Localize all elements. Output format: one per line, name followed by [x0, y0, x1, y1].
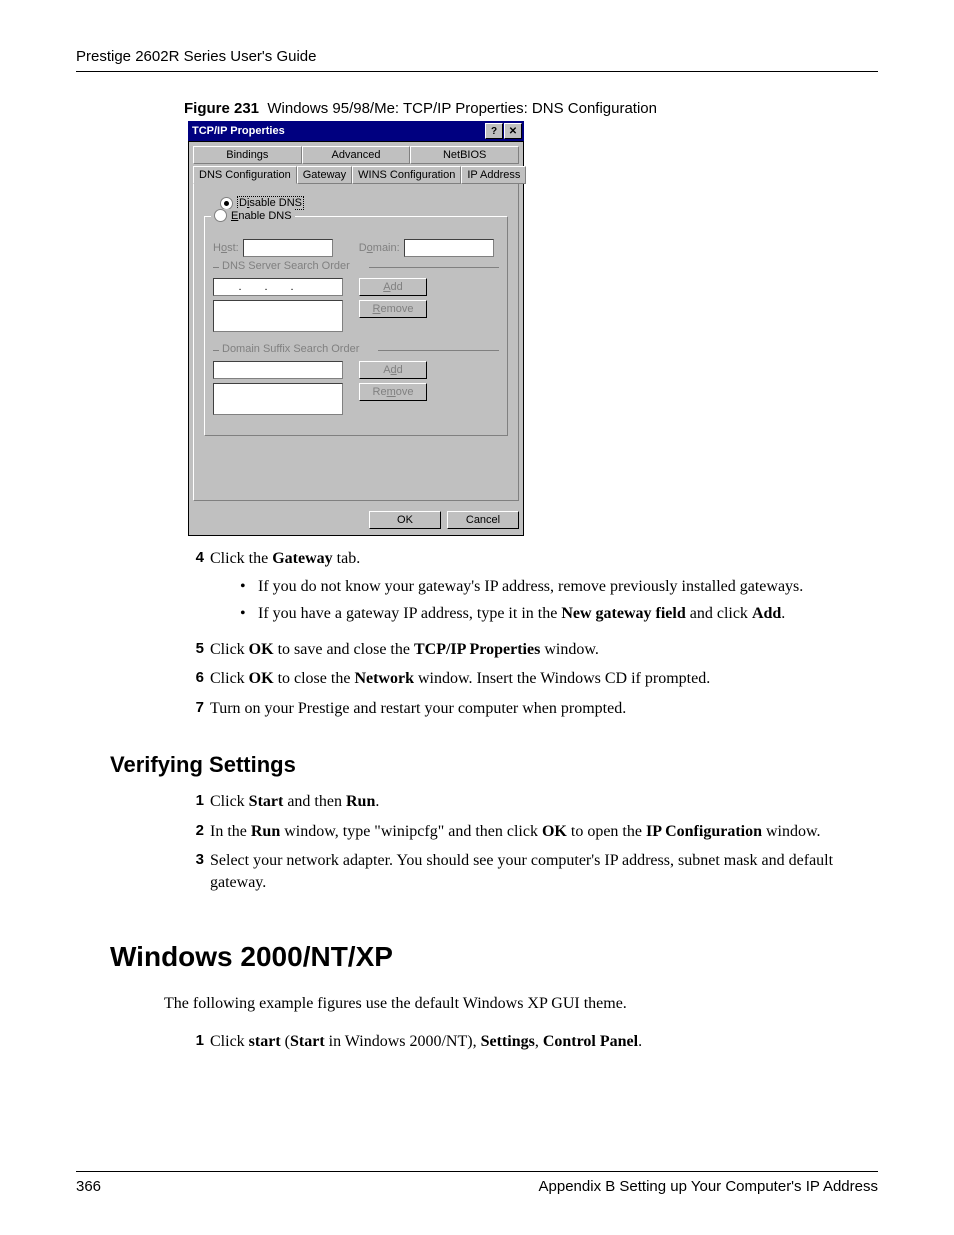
radio-icon: [220, 197, 233, 210]
help-icon[interactable]: ?: [485, 123, 503, 139]
tab-advanced[interactable]: Advanced: [302, 146, 411, 164]
suffix-remove-button[interactable]: Remove: [359, 383, 427, 401]
heading-windows-2000-nt-xp: Windows 2000/NT/XP: [110, 938, 878, 976]
host-domain-row: Host: Domain:: [213, 239, 499, 257]
page-header: Prestige 2602R Series User's Guide: [76, 48, 878, 72]
figure-text: Windows 95/98/Me: TCP/IP Properties: DNS…: [267, 100, 657, 117]
tab-row-bottom: DNS Configuration Gateway WINS Configura…: [193, 166, 519, 184]
tab-netbios[interactable]: NetBIOS: [410, 146, 519, 164]
dns-server-row2: Remove: [213, 300, 499, 332]
tcpip-dialog: TCP/IP Properties ? ✕ Bindings Advanced …: [188, 121, 524, 536]
dialog-titlebar[interactable]: TCP/IP Properties ? ✕: [188, 121, 524, 141]
tab-row-top: Bindings Advanced NetBIOS: [193, 146, 519, 164]
tab-gateway[interactable]: Gateway: [297, 166, 352, 184]
cancel-button[interactable]: Cancel: [447, 511, 519, 529]
dialog-footer: OK Cancel: [193, 511, 519, 529]
suffix-input[interactable]: [213, 361, 343, 379]
radio-icon: [214, 209, 227, 222]
verify-step-3: 3 Select your network adapter. You shoul…: [184, 850, 878, 893]
dns-ip-input[interactable]: ...: [213, 278, 343, 296]
tab-panel: Disable DNS Enable DNS Host: Domain:: [193, 183, 519, 501]
win2k-step-1: 1 Click start (Start in Windows 2000/NT)…: [184, 1031, 878, 1053]
ok-button[interactable]: OK: [369, 511, 441, 529]
verify-step-1: 1 Click Start and then Run.: [184, 791, 878, 813]
page-number: 366: [76, 1178, 101, 1195]
close-icon[interactable]: ✕: [504, 123, 522, 139]
step-5: 5 Click OK to save and close the TCP/IP …: [184, 639, 878, 661]
appendix-label: Appendix B Setting up Your Computer's IP…: [539, 1178, 878, 1195]
tab-dns-configuration[interactable]: DNS Configuration: [193, 166, 297, 184]
dns-add-button[interactable]: Add: [359, 278, 427, 296]
domain-suffix-legend: Domain Suffix Search Order: [219, 343, 378, 355]
suffix-row2: Remove: [213, 383, 499, 415]
step-7: 7 Turn on your Prestige and restart your…: [184, 698, 878, 720]
step-4-bullet-2: If you have a gateway IP address, type i…: [240, 603, 878, 625]
domain-label: Domain:: [359, 242, 400, 254]
suffix-list[interactable]: [213, 383, 343, 415]
content-block-a: 4 Click the Gateway tab. If you do not k…: [184, 548, 878, 975]
dialog-title: TCP/IP Properties: [192, 125, 285, 137]
dns-remove-button[interactable]: Remove: [359, 300, 427, 318]
dns-server-list[interactable]: [213, 300, 343, 332]
domain-input[interactable]: [404, 239, 494, 257]
dns-server-row1: ... Add: [213, 278, 499, 296]
verify-step-2: 2 In the Run window, type "winipcfg" and…: [184, 821, 878, 843]
suffix-row1: Add: [213, 361, 499, 379]
content-block-b: The following example figures use the de…: [184, 993, 878, 1052]
step-6: 6 Click OK to close the Network window. …: [184, 668, 878, 690]
win2k-intro: The following example figures use the de…: [164, 993, 878, 1015]
tab-wins-configuration[interactable]: WINS Configuration: [352, 166, 461, 184]
step-4: 4 Click the Gateway tab. If you do not k…: [184, 548, 878, 631]
host-input[interactable]: [243, 239, 333, 257]
dns-server-order-legend: DNS Server Search Order: [219, 260, 369, 272]
radio-disable-dns[interactable]: Disable DNS: [220, 196, 508, 210]
host-label: Host:: [213, 242, 239, 254]
radio-disable-label: Disable DNS: [237, 196, 304, 210]
enable-dns-fieldset: Enable DNS Host: Domain: DNS Server Sear…: [204, 216, 508, 436]
step-4-bullet-1: If you do not know your gateway's IP add…: [240, 576, 878, 598]
tab-bindings[interactable]: Bindings: [193, 146, 302, 164]
page-footer: 366 Appendix B Setting up Your Computer'…: [76, 1171, 878, 1195]
suffix-add-button[interactable]: Add: [359, 361, 427, 379]
tab-ip-address[interactable]: IP Address: [461, 166, 526, 184]
heading-verifying-settings: Verifying Settings: [110, 750, 878, 780]
dialog-body: Bindings Advanced NetBIOS DNS Configurat…: [188, 141, 524, 536]
domain-suffix-group: Domain Suffix Search Order Add Remove: [213, 350, 499, 419]
dns-server-order-group: DNS Server Search Order ... Add Remove: [213, 267, 499, 336]
figure-label: Figure 231: [184, 100, 259, 117]
figure-caption: Figure 231 Windows 95/98/Me: TCP/IP Prop…: [184, 100, 878, 117]
enable-dns-legend[interactable]: Enable DNS: [211, 209, 295, 222]
